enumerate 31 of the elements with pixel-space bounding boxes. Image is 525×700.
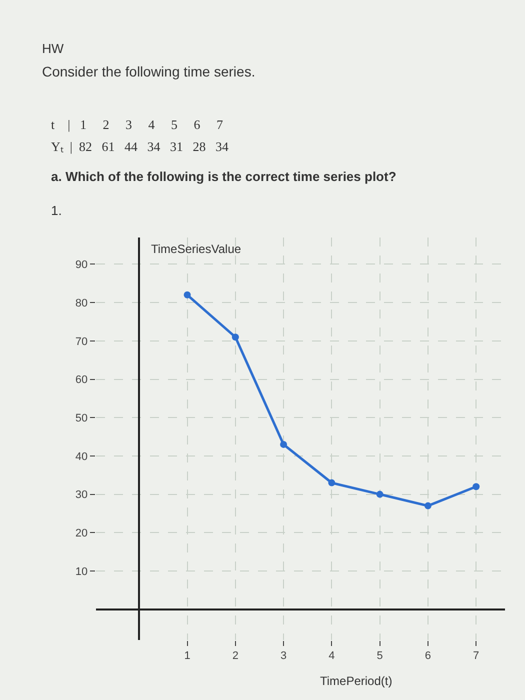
y-tick-label: 60 [75, 374, 88, 386]
text: Yₜ | 82 61 44 34 31 28 34 [51, 139, 229, 154]
y-tick-label: 90 [75, 259, 88, 272]
point [328, 479, 336, 486]
x-tick-label: 5 [376, 650, 383, 662]
point [472, 483, 480, 490]
y-axis-title: TimeSeriesValue [151, 242, 242, 256]
y-tick-label: 10 [75, 566, 88, 578]
x-tick-label: 1 [184, 650, 190, 662]
x-tick-label: 6 [424, 650, 432, 662]
x-tick-label: 4 [328, 650, 335, 662]
chart-title: Consider the following time series. [42, 63, 256, 80]
point [232, 334, 239, 341]
x-tick-label: 7 [473, 650, 480, 662]
y-tick-label: 40 [75, 450, 88, 463]
point [184, 291, 191, 298]
text: a. Which of the following is the correct time series plot? [51, 169, 396, 184]
point [280, 440, 288, 448]
x-tick-label: 3 [280, 650, 287, 662]
text: 1. [51, 203, 62, 218]
y-tick-label: 80 [75, 297, 88, 310]
y-tick-label: 30 [75, 489, 88, 502]
text: t | 1 2 3 4 5 6 7 [51, 117, 224, 132]
text: HW [42, 41, 64, 56]
y-tick-label: 20 [75, 527, 88, 540]
y-tick-label: 50 [75, 412, 88, 424]
point [376, 490, 384, 498]
x-axis-title: TimePeriod(t) [320, 674, 392, 688]
point [424, 502, 432, 510]
y-tick-label: 70 [75, 336, 88, 348]
x-tick-label: 2 [232, 650, 238, 662]
